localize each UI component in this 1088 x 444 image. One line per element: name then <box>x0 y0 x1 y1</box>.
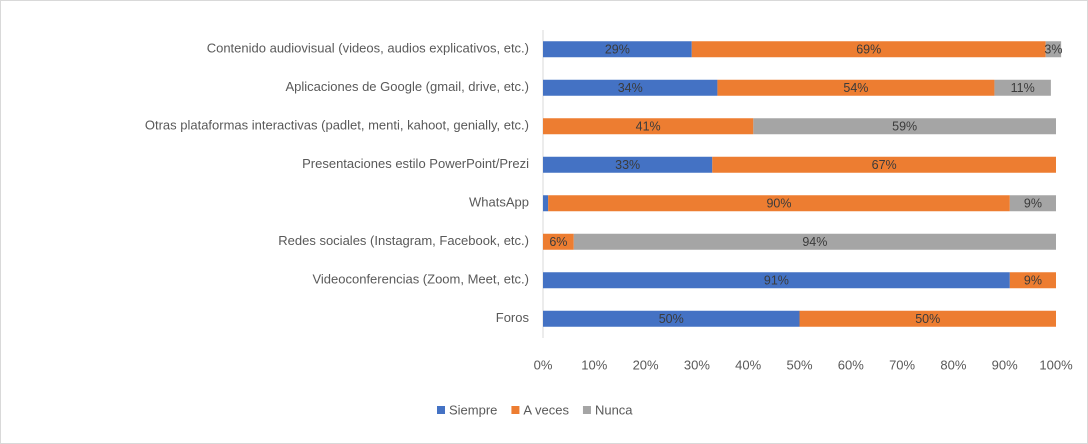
data-label: 90% <box>766 197 791 211</box>
bar-segment <box>1009 195 1056 212</box>
bar-segment <box>548 195 1010 212</box>
bar-segment <box>543 118 754 135</box>
y-tick-label: Redes sociales (Instagram, Facebook, etc… <box>278 233 529 248</box>
x-tick-label: 20% <box>633 357 659 372</box>
x-tick-label: 60% <box>838 357 864 372</box>
data-label: 67% <box>872 158 897 172</box>
x-tick-label: 40% <box>735 357 761 372</box>
legend-label: Nunca <box>595 402 633 417</box>
x-tick-label: 90% <box>992 357 1018 372</box>
legend-label: Siempre <box>449 402 497 417</box>
bar-segment <box>753 118 1056 135</box>
bar-segment <box>712 156 1056 173</box>
data-label: 94% <box>802 235 827 249</box>
bar-segment <box>1009 272 1056 289</box>
legend-swatch <box>582 406 591 414</box>
bar-segment <box>543 310 800 327</box>
bar-segment <box>717 79 995 96</box>
data-label: 29% <box>605 43 630 57</box>
x-tick-label: 100% <box>1039 357 1073 372</box>
bar-segment <box>543 272 1010 289</box>
bar-segment <box>543 156 713 173</box>
bar-segment <box>994 79 1051 96</box>
data-label: 3% <box>1044 43 1062 57</box>
x-tick-label: 10% <box>581 357 607 372</box>
data-label: 69% <box>856 43 881 57</box>
data-label: 50% <box>915 312 940 326</box>
bar-segment <box>691 41 1046 58</box>
data-label: 41% <box>636 120 661 134</box>
x-tick-label: 30% <box>684 357 710 372</box>
y-tick-label: Foros <box>496 310 530 325</box>
bar-segment <box>799 310 1056 327</box>
legend-swatch <box>511 406 520 414</box>
data-label: 59% <box>892 120 917 134</box>
data-label: 6% <box>549 235 567 249</box>
y-tick-label: Aplicaciones de Google (gmail, drive, et… <box>285 79 529 94</box>
legend-swatch <box>437 406 445 414</box>
data-label: 34% <box>618 81 643 95</box>
data-label: 11% <box>1011 81 1035 95</box>
data-label: 33% <box>615 158 640 172</box>
y-tick-label: Videoconferencias (Zoom, Meet, etc.) <box>312 272 529 287</box>
data-label: 91% <box>764 274 789 288</box>
bar-segment <box>573 233 1056 250</box>
data-label: 50% <box>659 312 684 326</box>
legend-label: A veces <box>523 402 569 417</box>
data-label: 54% <box>843 81 868 95</box>
y-tick-label: Contenido audiovisual (videos, audios ex… <box>207 41 529 56</box>
y-tick-label: WhatsApp <box>469 195 529 210</box>
data-label: 9% <box>1024 197 1042 211</box>
bar-segment <box>1045 41 1062 58</box>
bar-segment <box>543 233 574 250</box>
x-tick-label: 50% <box>786 357 812 372</box>
x-tick-label: 70% <box>889 357 915 372</box>
x-tick-label: 80% <box>940 357 966 372</box>
bar-segment <box>543 79 718 96</box>
bar-segment <box>543 41 692 58</box>
y-tick-label: Presentaciones estilo PowerPoint/Prezi <box>302 156 529 171</box>
y-tick-label: Otras plataformas interactivas (padlet, … <box>145 118 529 133</box>
bar-segment <box>543 195 549 212</box>
data-label: 9% <box>1024 274 1042 288</box>
x-tick-label: 0% <box>534 357 553 372</box>
